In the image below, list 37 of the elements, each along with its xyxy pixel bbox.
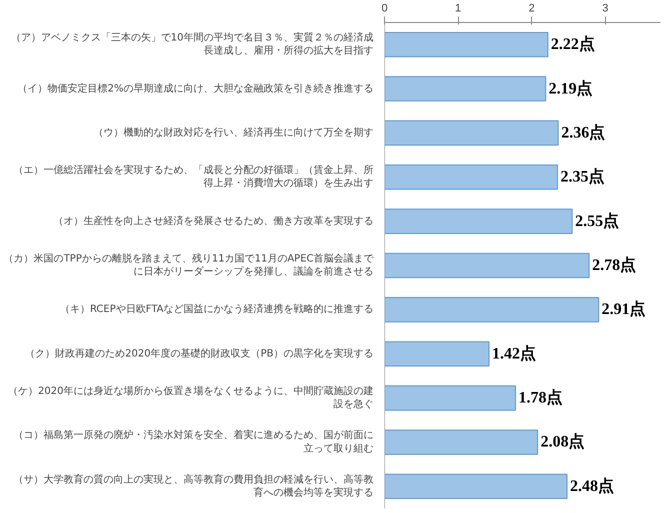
- y-tick-label: （カ）米国のTPPからの離脱を踏まえて、残り11カ国で11月のAPEC首脳会議までに日本がリーダーシップを発揮し、議論を前進させる: [4, 252, 374, 278]
- data-label: 2.78点: [592, 256, 636, 274]
- y-tick-label: （オ）生産性を向上させ経済を発展させるため、働き方改革を実現する: [54, 214, 374, 227]
- data-label: 2.48点: [570, 476, 614, 495]
- x-tick-label: 0: [381, 2, 388, 14]
- bar: [384, 297, 600, 322]
- data-label: 2.22点: [550, 35, 595, 54]
- data-label: 2.19点: [548, 79, 593, 98]
- y-tick-label: （イ）物価安定目標2%の早期達成に向け、大胆な金融政策を引き続き推進する: [18, 82, 374, 94]
- data-label: 2.08点: [540, 432, 585, 451]
- y-tick-label: （ア）アベノミクス「三本の矢」で10年間の平均で名目３％、実質２％の経済成長達成し、雇用・所得の拡大を目指す: [10, 31, 374, 57]
- bar: [384, 385, 516, 411]
- x-tick-label: 1: [455, 2, 462, 14]
- bar: [384, 208, 573, 234]
- bar: [384, 341, 490, 367]
- y-tick-label: （ク）財政再建のため2020年度の基礎的財政収支（PB）の黒字化を実現する: [25, 347, 374, 360]
- data-label: 1.78点: [518, 388, 563, 407]
- bar: [384, 474, 568, 500]
- data-label: 2.35点: [560, 168, 604, 186]
- bar: [384, 120, 559, 146]
- y-tick-label: （ウ）機動的な財政対応を行い、経済再生に向けて万全を期す: [94, 126, 374, 138]
- y-tick-label: （キ）RCEPや日欧FTAなど国益にかなう経済連携を戦略的に推進する: [60, 303, 374, 316]
- x-tick-label: 2: [528, 2, 535, 14]
- y-tick-label: （サ）大学教育の質の向上の実現と、高等教育の費用負担の軽減を行い、高等教育への機会均等を実現する: [14, 473, 374, 499]
- data-label: 2.36点: [561, 123, 606, 142]
- bar: [384, 252, 590, 278]
- y-tick-label: （ケ）2020年には身近な場所から仮置き場をなくせるように、中間貯蔵施設の建設を急ぐ: [8, 384, 374, 410]
- y-tick-label: （エ）一億総活躍社会を実現するため、「成長と分配の好循環」（賃金上昇、所得上昇・消費増大の循環）を生み出す: [14, 164, 374, 190]
- data-label: 2.55点: [575, 212, 620, 230]
- bar: [384, 430, 538, 455]
- y-tick-label: （コ）福島第一原発の廃炉・汚染水対策を安全、着実に進めるため、国が前面に立って取り組む: [14, 429, 374, 454]
- bar: [384, 76, 546, 102]
- bar: [384, 164, 558, 190]
- data-label: 1.42点: [492, 344, 536, 362]
- bar: [384, 32, 548, 58]
- data-label: 2.91点: [602, 300, 646, 318]
- x-tick-label: 3: [602, 2, 608, 14]
